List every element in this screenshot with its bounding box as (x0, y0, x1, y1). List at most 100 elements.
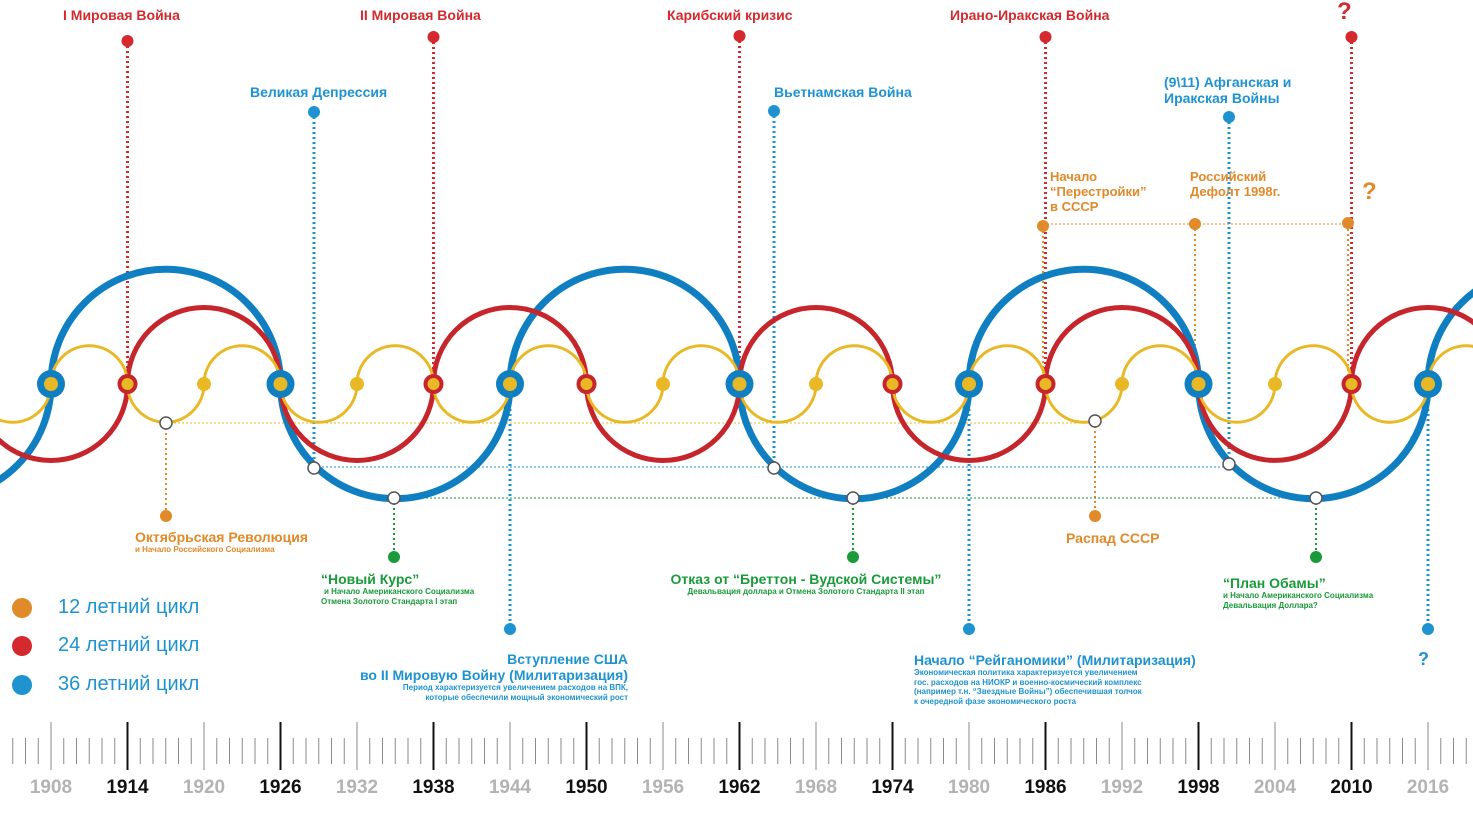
node-yellow-1920 (197, 377, 211, 391)
event-afghan-iraq-wars: (9\11) Афганская и Иракская Войны (1164, 74, 1291, 106)
event-iran-iraq-war: Ирано-Иракская Война (950, 7, 1110, 23)
obama-sub-1: и Начало Американского Социализма (1223, 591, 1374, 601)
marker-ww1 (121, 35, 134, 47)
year-label-1998: 1998 (1177, 777, 1220, 798)
cycle-nodes (37, 370, 1442, 398)
bretton-title: Отказ от “Бреттон - Вудской Системы” (670, 571, 942, 587)
marker-october (160, 510, 172, 522)
node-yellow-2004 (1268, 377, 1282, 391)
october-title: Октябрьская Революция (135, 529, 308, 545)
legend-dot-orange (12, 597, 32, 618)
marker-green-low-2 (846, 491, 860, 505)
event-new-deal: “Новый Курс” и Начало Американского Соци… (321, 571, 474, 606)
year-label-1932: 1932 (335, 777, 379, 798)
default-line-1: Российский (1190, 169, 1267, 184)
event-perestroika: Начало “Перестройки” в СССР (1050, 169, 1147, 215)
node-red-inner-1938 (427, 378, 440, 390)
year-label-1968: 1968 (794, 777, 838, 798)
node-blue-inner-1908 (44, 377, 58, 391)
perestroika-line-1: Начало (1050, 169, 1098, 184)
marker-caribbean (733, 30, 746, 42)
question-mark-red: ? (1337, 0, 1352, 25)
legend-dot-blue (12, 674, 32, 695)
perestroika-line-3: в СССР (1050, 198, 1099, 214)
year-label-1962: 1962 (718, 777, 761, 798)
year-label-2010: 2010 (1330, 777, 1373, 798)
event-ww2: II Мировая Война (360, 7, 481, 23)
usa-ww2-line-1: Вступление США (507, 651, 628, 667)
year-label-1956: 1956 (641, 777, 685, 798)
legend-dot-red (12, 635, 32, 656)
marker-question (1345, 31, 1358, 43)
afghan-line-1: (9\11) Афганская и (1164, 74, 1292, 90)
year-label-1974: 1974 (871, 777, 914, 798)
event-ww1: I Мировая Война (63, 7, 180, 23)
marker-question-orange (1342, 217, 1354, 229)
usa-ww2-line-2: во II Мировую Войну (Милитаризация) (359, 667, 628, 684)
event-usa-enters-ww2: Вступление США во II Мировую Войну (Мили… (345, 651, 628, 702)
event-markers (121, 30, 1434, 635)
event-great-depression: Великая Депрессия (250, 84, 388, 100)
node-red-inner-2010 (1345, 378, 1358, 390)
marker-blue-low-2 (767, 461, 781, 475)
legend-36-year: 36 летний цикл (12, 673, 199, 696)
node-yellow-1932 (350, 377, 364, 391)
year-label-1944: 1944 (488, 777, 532, 798)
marker-ussr (1089, 510, 1101, 522)
event-bretton-woods: Отказ от “Бреттон - Вудской Системы” Дев… (667, 571, 945, 597)
afghan-line-2: Иракская Войны (1164, 90, 1280, 107)
year-label-2016: 2016 (1406, 777, 1450, 798)
dotted-guide-lines (126, 36, 1430, 629)
marker-ww2 (427, 31, 440, 43)
usa-ww2-sub-1: Период характеризуется увеличением расхо… (402, 683, 628, 693)
legend-24-year: 24 летний цикл (12, 634, 199, 657)
node-red-inner-1950 (580, 378, 593, 390)
reagan-sub-2: гос. расходов на НИОКР и военно-космичес… (914, 677, 1142, 687)
marker-bretton (847, 551, 859, 563)
new-deal-sub-2: Отмена Золотого Стандарта I этап (321, 596, 458, 606)
year-label-1926: 1926 (259, 777, 302, 798)
year-label-1950: 1950 (565, 777, 608, 798)
node-yellow-1992 (1115, 377, 1129, 391)
event-caribbean-crisis: Карибский кризис (667, 7, 793, 23)
event-vietnam-war: Вьетнамская Война (774, 84, 912, 100)
obama-sub-2: Девальвация Доллара? (1223, 600, 1318, 610)
event-obama-plan: “План Обамы” и Начало Американского Соци… (1223, 575, 1373, 610)
node-red-inner-1974 (886, 378, 899, 390)
node-red-inner-1914 (121, 378, 134, 390)
perestroika-line-2: “Перестройки” (1050, 183, 1147, 199)
legend-12-year: 12 летний цикл (12, 596, 199, 619)
marker-green-low-1 (387, 491, 401, 505)
new-deal-sub-1: и Начало Американского Социализма (324, 587, 475, 597)
node-blue-inner-1944 (503, 377, 517, 391)
node-blue-inner-1926 (273, 377, 288, 391)
legend-label-36: 36 летний цикл (58, 673, 200, 695)
legend-label-12: 12 летний цикл (58, 596, 200, 618)
year-label-1986: 1986 (1024, 777, 1067, 798)
node-yellow-1956 (656, 377, 670, 391)
marker-new-deal (388, 551, 400, 563)
reagan-sub-4: к очередной фазе экономического роста (914, 696, 1077, 706)
marker-obama (1310, 551, 1322, 563)
event-october-revolution: Октябрьская Революция и Начало Российско… (135, 529, 308, 555)
marker-perestroika (1037, 220, 1049, 232)
marker-depression (308, 106, 320, 118)
marker-question-blue (1422, 623, 1434, 635)
question-mark-orange: ? (1362, 178, 1377, 205)
marker-reagan (963, 623, 975, 635)
year-label-1920: 1920 (182, 777, 226, 798)
node-yellow-1968 (809, 377, 823, 391)
year-label-1914: 1914 (106, 777, 149, 798)
node-blue-inner-2016 (1421, 377, 1435, 391)
default-line-2: Дефолт 1998г. (1190, 183, 1281, 199)
node-blue-inner-1998 (1191, 377, 1206, 391)
marker-blue-low-1 (307, 461, 321, 475)
october-subtitle: и Начало Российского Социализма (135, 545, 275, 555)
marker-yellow-low-2 (1088, 414, 1102, 428)
timeline-ticks (12, 722, 1467, 770)
node-blue-inner-1980 (962, 377, 976, 391)
usa-ww2-sub-2: которые обеспечили мощный экономический … (425, 692, 628, 702)
event-russian-default: Российский Дефолт 1998г. (1190, 169, 1281, 200)
event-reaganomics: Начало “Рейганомики” (Милитаризация) Эко… (914, 652, 1196, 706)
